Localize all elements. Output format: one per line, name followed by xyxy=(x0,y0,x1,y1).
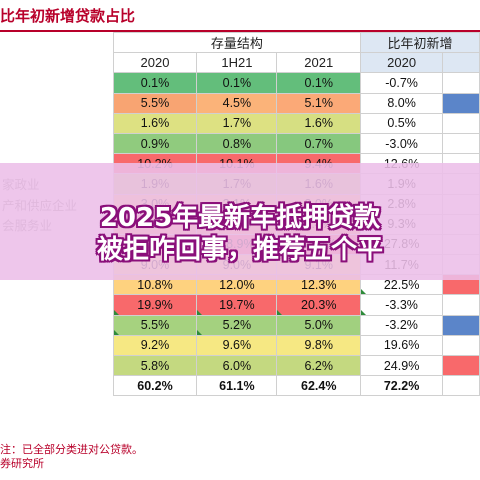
table-cell-extra xyxy=(442,92,480,114)
table-cell-n: -3.0% xyxy=(360,132,444,155)
row-label xyxy=(0,72,114,94)
row-label xyxy=(0,335,114,356)
footnote: 注：已全部分类进对公贷款。 券研究所 xyxy=(0,443,143,471)
table-row: 19.9% 19.7% 20.3% -3.3% xyxy=(0,294,480,316)
table-cell-s3: 9.8% xyxy=(276,334,362,357)
year-header-new-2020: 2020 xyxy=(360,52,444,74)
table-row: 0.9% 0.8% 0.7% -3.0% xyxy=(0,132,480,155)
table-cell-s1: 5.5% xyxy=(112,314,198,336)
table-cell-extra xyxy=(442,354,480,377)
row-label-empty xyxy=(0,32,114,53)
table-cell-s1: 0.1% xyxy=(112,72,198,94)
table-cell-s2: 9.6% xyxy=(196,334,278,357)
table-row: 1.6% 1.7% 1.6% 0.5% xyxy=(0,112,480,134)
table-cell-s1: 5.8% xyxy=(112,354,198,377)
table-row: 5.5% 4.5% 5.1% 8.0% xyxy=(0,92,480,114)
table-cell-extra xyxy=(442,294,480,316)
row-label xyxy=(0,113,114,134)
table-cell-s3: 62.4% xyxy=(276,375,362,397)
table-cell-s3: 6.2% xyxy=(276,354,362,377)
table-cell-extra xyxy=(442,132,480,155)
table-cell-s2: 1.7% xyxy=(196,112,278,134)
table-row: 0.1% 0.1% 0.1% -0.7% xyxy=(0,72,480,94)
table-cell-n: 72.2% xyxy=(360,375,444,397)
table-cell-s1: 60.2% xyxy=(112,375,198,397)
table-cell-extra xyxy=(442,375,480,397)
group-header-stock: 存量结构 xyxy=(112,32,362,54)
table-row: 9.2% 9.6% 9.8% 19.6% xyxy=(0,334,480,357)
table-cell-s1: 5.5% xyxy=(112,92,198,114)
year-header-2021: 2021 xyxy=(276,52,362,74)
row-label xyxy=(0,355,114,376)
table-cell-extra xyxy=(442,314,480,336)
row-label xyxy=(0,375,114,396)
ad-overlay-headline-1[interactable]: 2025年最新车抵押贷款 xyxy=(99,203,381,233)
footnote-line-1: 注：已全部分类进对公贷款。 xyxy=(0,443,143,456)
year-header-1h21: 1H21 xyxy=(196,52,278,74)
title-rule xyxy=(0,30,480,32)
table-cell-s3: 20.3% xyxy=(276,294,362,316)
table-cell-s3: 5.0% xyxy=(276,314,362,336)
row-label xyxy=(0,133,114,154)
table-cell-s2: 0.8% xyxy=(196,132,278,155)
table-cell-n: -3.3% xyxy=(360,294,444,316)
table-cell-s1: 19.9% xyxy=(112,294,198,316)
ad-overlay-headline-2[interactable]: 被拒咋回事，推荐五个平 xyxy=(96,235,383,265)
row-label xyxy=(0,294,114,316)
table-cell-n: 0.5% xyxy=(360,112,444,134)
table-cell-s1: 9.2% xyxy=(112,334,198,357)
table-cell-n: -0.7% xyxy=(360,72,444,94)
table-cell-extra xyxy=(442,334,480,357)
table-row: 5.5% 5.2% 5.0% -3.2% xyxy=(0,314,480,336)
table-cell-s2: 6.0% xyxy=(196,354,278,377)
table-row: 60.2% 61.1% 62.4% 72.2% xyxy=(0,375,480,397)
table-cell-n: -3.2% xyxy=(360,314,444,336)
row-label-empty xyxy=(0,52,114,73)
year-header-new-extra xyxy=(442,52,480,74)
row-label xyxy=(0,93,114,114)
table-cell-s2: 61.1% xyxy=(196,375,278,397)
table-cell-extra xyxy=(442,112,480,134)
table-cell-n: 19.6% xyxy=(360,334,444,357)
group-header-row: 存量结构 比年初新增 xyxy=(0,32,480,54)
row-label xyxy=(0,315,114,336)
table-cell-s2: 0.1% xyxy=(196,72,278,94)
table-cell-s2: 5.2% xyxy=(196,314,278,336)
table-cell-s3: 5.1% xyxy=(276,92,362,114)
table-cell-s3: 1.6% xyxy=(276,112,362,134)
table-cell-extra xyxy=(442,72,480,94)
table-cell-s1: 0.9% xyxy=(112,132,198,155)
table-cell-s3: 0.7% xyxy=(276,132,362,155)
footnote-line-2: 券研究所 xyxy=(0,457,44,470)
table-cell-s2: 4.5% xyxy=(196,92,278,114)
table-cell-n: 8.0% xyxy=(360,92,444,114)
ad-overlay-banner[interactable] xyxy=(0,163,480,280)
table-row: 5.8% 6.0% 6.2% 24.9% xyxy=(0,354,480,377)
table-cell-s2: 19.7% xyxy=(196,294,278,316)
year-header-row: 2020 1H21 2021 2020 xyxy=(0,52,480,74)
table-title: 比年初新增贷款占比 xyxy=(0,7,136,25)
table-cell-s1: 1.6% xyxy=(112,112,198,134)
group-header-new: 比年初新增 xyxy=(360,32,480,54)
year-header-2020: 2020 xyxy=(112,52,198,74)
table-cell-n: 24.9% xyxy=(360,354,444,377)
table-cell-s3: 0.1% xyxy=(276,72,362,94)
